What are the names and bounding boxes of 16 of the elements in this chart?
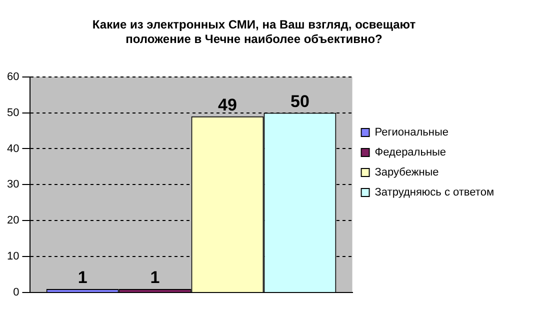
y-tick-label: 50 — [6, 106, 20, 119]
y-tick-label: 60 — [6, 70, 20, 83]
y-tick-label: 40 — [6, 142, 20, 155]
data-label: 49 — [218, 96, 237, 115]
legend-label: Федеральные — [374, 146, 446, 159]
chart-title: Какие из электронных СМИ, на Ваш взгляд, освещают положение в Чечне наиболее объективно? — [92, 18, 416, 46]
legend-label: Региональные — [374, 126, 448, 139]
y-tick-label: 10 — [6, 250, 20, 263]
y-tick-label: 30 — [6, 178, 20, 191]
legend-label: Зарубежные — [374, 166, 439, 179]
y-tick-label: 0 — [13, 286, 20, 299]
legend-label: Затрудняюсь с ответом — [374, 186, 494, 199]
y-tick-label: 20 — [6, 214, 20, 227]
data-label: 1 — [78, 268, 88, 288]
data-label: 1 — [150, 268, 160, 288]
data-label: 50 — [290, 92, 310, 111]
